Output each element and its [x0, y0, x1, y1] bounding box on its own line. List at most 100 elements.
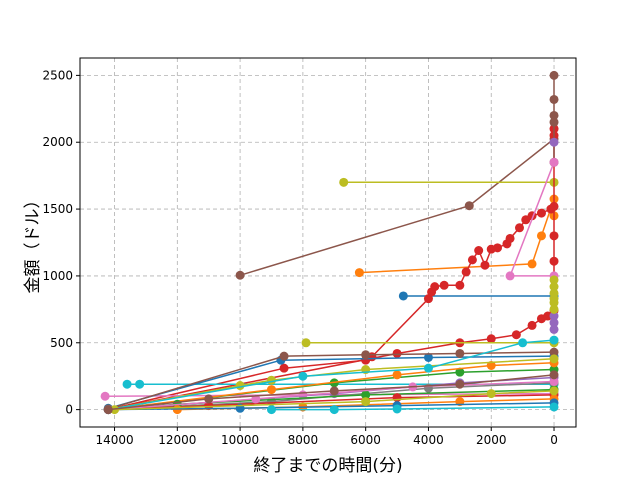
data-point: [549, 370, 559, 380]
series-3: [354, 194, 559, 278]
data-point: [423, 363, 433, 373]
data-point: [455, 348, 465, 358]
data-point: [486, 389, 496, 399]
series-line: [108, 205, 555, 411]
y-tick-label: 2000: [42, 135, 73, 149]
data-point: [467, 255, 477, 265]
data-point: [518, 338, 528, 348]
data-point: [361, 390, 371, 400]
data-point: [392, 348, 402, 358]
data-point: [392, 370, 402, 380]
data-point: [361, 350, 371, 360]
data-point: [455, 280, 465, 290]
x-tick-label: 0: [550, 433, 558, 447]
data-series: [100, 70, 559, 415]
data-point: [514, 223, 524, 233]
data-point: [486, 334, 496, 344]
series-8: [549, 137, 559, 147]
series-29: [549, 311, 559, 334]
data-point: [527, 320, 537, 330]
series-7: [549, 70, 559, 167]
data-point: [549, 157, 559, 167]
data-point: [103, 405, 113, 415]
data-point: [464, 201, 474, 211]
x-tick-label: 2000: [476, 433, 507, 447]
data-point: [266, 385, 276, 395]
data-point: [505, 271, 515, 281]
data-point: [549, 318, 559, 328]
data-point: [455, 379, 465, 389]
y-tick-label: 2500: [42, 68, 73, 82]
x-tick-label: 12000: [158, 433, 196, 447]
data-point: [493, 243, 503, 253]
data-point: [266, 375, 276, 385]
series-line: [271, 406, 555, 411]
data-point: [480, 260, 490, 270]
data-point: [549, 324, 559, 334]
data-point: [204, 394, 214, 404]
series-26: [266, 402, 559, 415]
series-27: [110, 386, 559, 415]
x-tick-label: 10000: [221, 433, 259, 447]
x-tick-label: 8000: [288, 433, 319, 447]
data-point: [329, 386, 339, 396]
data-point: [543, 311, 553, 321]
data-point: [423, 294, 433, 304]
data-point: [392, 404, 402, 414]
series-2: [339, 177, 559, 187]
data-point: [279, 363, 289, 373]
data-point: [536, 231, 546, 241]
data-point: [549, 304, 559, 314]
series-line: [108, 128, 555, 411]
data-point: [135, 379, 145, 389]
data-point: [339, 177, 349, 187]
data-point: [536, 208, 546, 218]
data-point: [511, 330, 521, 340]
data-point: [122, 379, 132, 389]
series-4: [398, 291, 559, 301]
data-point: [549, 335, 559, 345]
data-point: [423, 352, 433, 362]
series-line: [108, 355, 555, 410]
y-tick-label: 1000: [42, 269, 73, 283]
data-point: [474, 246, 484, 256]
data-point: [549, 231, 559, 241]
series-line: [239, 138, 555, 277]
x-tick-label: 14000: [95, 433, 133, 447]
data-point: [486, 361, 496, 370]
series-1: [235, 134, 559, 280]
data-point: [549, 288, 559, 298]
data-point: [361, 397, 371, 407]
plot-frame: [79, 57, 577, 428]
data-point: [279, 351, 289, 361]
series-30: [549, 275, 559, 314]
series-28: [103, 370, 559, 415]
data-point: [549, 311, 559, 321]
data-point: [461, 267, 471, 277]
data-point: [100, 391, 110, 401]
x-tick-label: 4000: [413, 433, 444, 447]
data-point: [549, 282, 559, 292]
x-tick-label: 6000: [350, 433, 381, 447]
data-point: [301, 338, 311, 348]
y-tick-label: 500: [50, 336, 73, 350]
data-point: [235, 381, 245, 391]
data-point: [505, 233, 515, 243]
y-axis-title: 金額（ドル）: [23, 192, 43, 294]
data-point: [549, 402, 559, 412]
x-axis-title: 終了までの時間(分): [253, 456, 402, 476]
axis-ticks: 14000 12000 10000 8000 6000 4000 2000 0 0 500 1000…: [42, 68, 557, 447]
series-line: [108, 402, 555, 411]
data-point: [235, 270, 245, 280]
data-point: [549, 354, 559, 364]
data-point: [398, 291, 408, 301]
y-tick-label: 0: [65, 403, 73, 417]
data-point: [455, 367, 465, 377]
data-point: [549, 275, 559, 285]
data-point: [354, 268, 364, 278]
data-point: [549, 386, 559, 396]
data-point: [266, 405, 276, 415]
data-point: [549, 347, 559, 357]
series-line: [108, 339, 555, 411]
data-point: [549, 70, 559, 80]
